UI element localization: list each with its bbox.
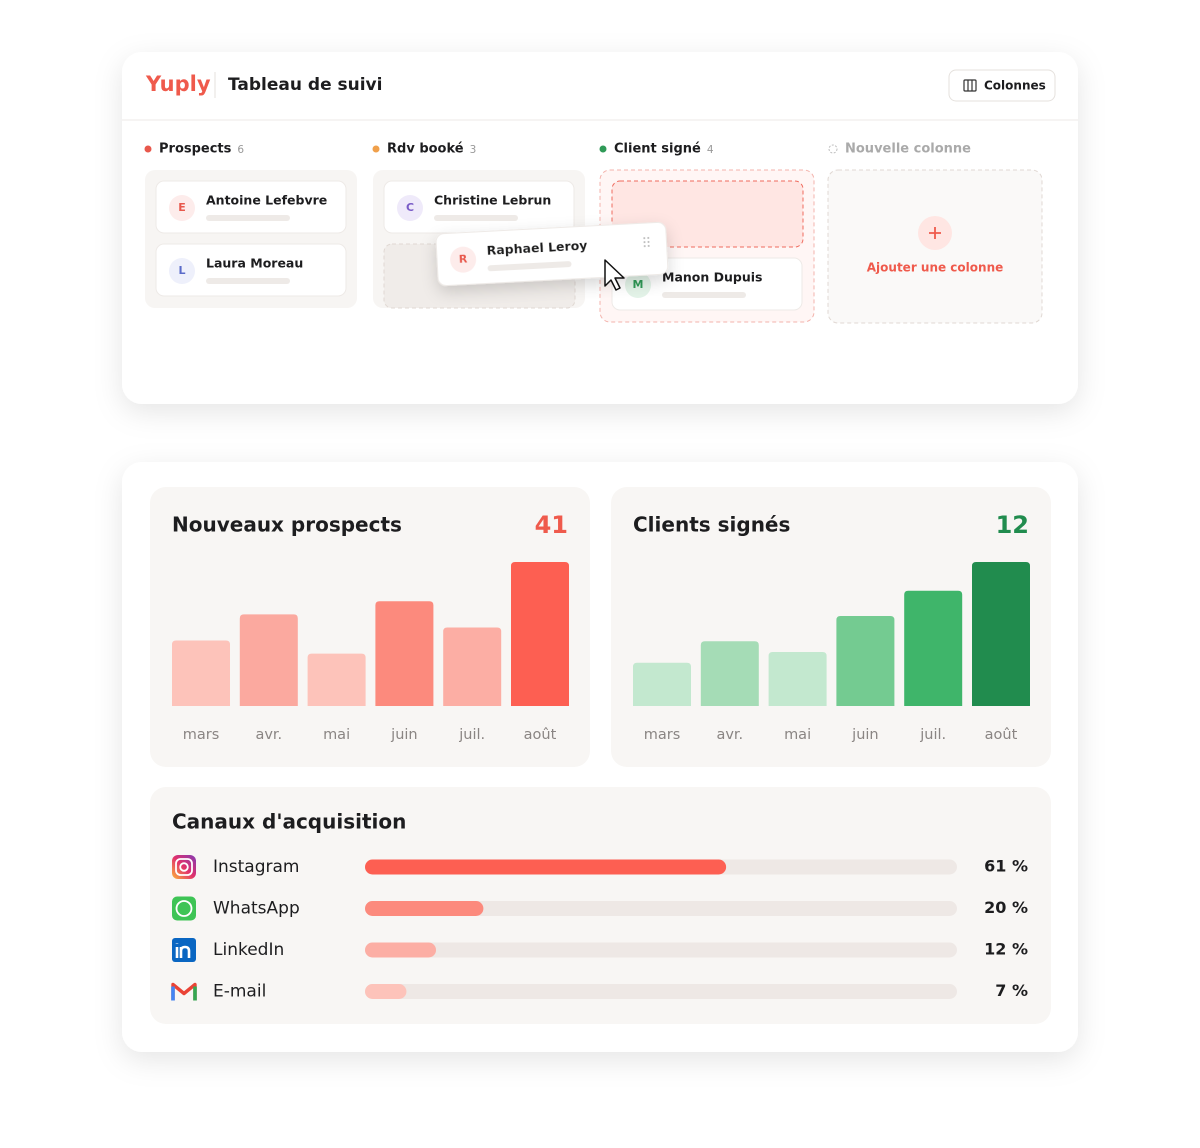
whatsapp-icon [172, 896, 196, 921]
linkedin-icon-in [175, 943, 191, 958]
x-tick-label: mars [183, 727, 220, 743]
bar [972, 562, 1030, 706]
avatar [169, 258, 195, 284]
avatar [450, 246, 477, 273]
bar [700, 641, 759, 706]
page-title: Tableau de suivi [228, 75, 382, 95]
value-label: 12 % [984, 940, 1028, 959]
column-name: Client signé [614, 142, 701, 157]
bar [375, 601, 434, 706]
avatar-initial: L [178, 264, 185, 277]
avatar-initial: M [633, 278, 644, 291]
x-tick-label: août [985, 727, 1018, 743]
bar [365, 859, 727, 875]
chart-total: 12 [996, 511, 1029, 539]
lead-name: Christine Lebrun [434, 193, 551, 208]
bar [307, 653, 366, 706]
instagram-icon-inner [175, 858, 193, 876]
new-column-dot [828, 144, 838, 154]
bar-track [365, 942, 957, 958]
avatar-initial: C [406, 201, 414, 214]
x-tick-label: avr. [716, 727, 743, 743]
channel-name: Instagram [213, 857, 300, 877]
channel-name: E-mail [213, 982, 266, 1002]
placeholder-line [206, 215, 290, 221]
value-label: 20 % [984, 898, 1028, 917]
bar [836, 616, 895, 706]
add-column-label[interactable]: Ajouter une colonne [867, 261, 1004, 275]
lead-name: Raphael Leroy [486, 238, 587, 258]
x-tick-label: juil. [919, 727, 946, 743]
bar [365, 942, 437, 958]
lead-name: Laura Moreau [206, 256, 303, 271]
lead-name: Manon Dupuis [662, 270, 762, 285]
x-tick-label: juil. [458, 727, 485, 743]
logo: Yuply [145, 72, 211, 96]
columns-button-label[interactable]: Colonnes [984, 79, 1046, 93]
x-tick-label: avr. [255, 727, 282, 743]
columns-icon [963, 79, 977, 92]
value-label: 61 % [984, 857, 1028, 876]
bar [239, 614, 298, 706]
avatar-initial: E [178, 201, 186, 214]
column-name: Prospects [159, 142, 232, 157]
column-count: 3 [470, 144, 477, 156]
content: Prospects 6 E Antoine Lefebvre L Laura Moreau… [144, 142, 1051, 1024]
bar [365, 901, 484, 916]
placeholder-line [487, 261, 572, 272]
instagram-icon-lens [179, 862, 189, 872]
value-label: 7 % [995, 981, 1028, 1000]
chart-title: Clients signés [633, 513, 790, 537]
channel-name: LinkedIn [213, 940, 284, 960]
channel-name: WhatsApp [213, 899, 300, 919]
bar [511, 562, 569, 706]
avatar [625, 272, 651, 298]
bar [365, 984, 407, 999]
column-dot [599, 145, 607, 153]
bar [768, 652, 827, 706]
bar [904, 590, 963, 706]
drag-handle [643, 236, 650, 248]
placeholder-line [434, 215, 518, 221]
column-name: Rdv booké [387, 142, 464, 157]
chart-title: Nouveaux prospects [172, 513, 402, 537]
new-column-name: Nouvelle colonne [845, 142, 971, 157]
avatar [397, 195, 423, 221]
lead-name: Antoine Lefebvre [206, 193, 327, 208]
bar-track [365, 901, 957, 916]
cursor [604, 259, 625, 291]
x-tick-label: mars [644, 727, 681, 743]
columns-button[interactable] [948, 69, 1056, 102]
avatar-initial: R [459, 252, 469, 265]
x-tick-label: mai [323, 727, 350, 743]
x-tick-label: août [524, 727, 557, 743]
chart-total: 41 [535, 511, 568, 539]
column-dot [144, 145, 152, 153]
instagram-icon [172, 855, 196, 879]
bar [633, 662, 691, 706]
column-count: 6 [237, 144, 244, 156]
bar [443, 627, 502, 706]
x-tick-label: mai [784, 727, 811, 743]
bar-track [365, 984, 957, 999]
lead-card[interactable] [155, 243, 347, 297]
column-dot [372, 145, 380, 153]
placeholder-line [206, 278, 290, 284]
x-tick-label: juin [851, 727, 878, 743]
linkedin-icon [172, 938, 196, 962]
channels-title: Canaux d'acquisition [172, 810, 406, 834]
column-count: 4 [707, 144, 714, 156]
avatar [169, 195, 195, 221]
lead-card[interactable] [155, 180, 347, 234]
plus-icon [929, 227, 941, 239]
whatsapp-icon-bubble [175, 900, 193, 917]
bar [172, 640, 230, 706]
placeholder-line [662, 292, 746, 298]
x-tick-label: juin [390, 727, 417, 743]
